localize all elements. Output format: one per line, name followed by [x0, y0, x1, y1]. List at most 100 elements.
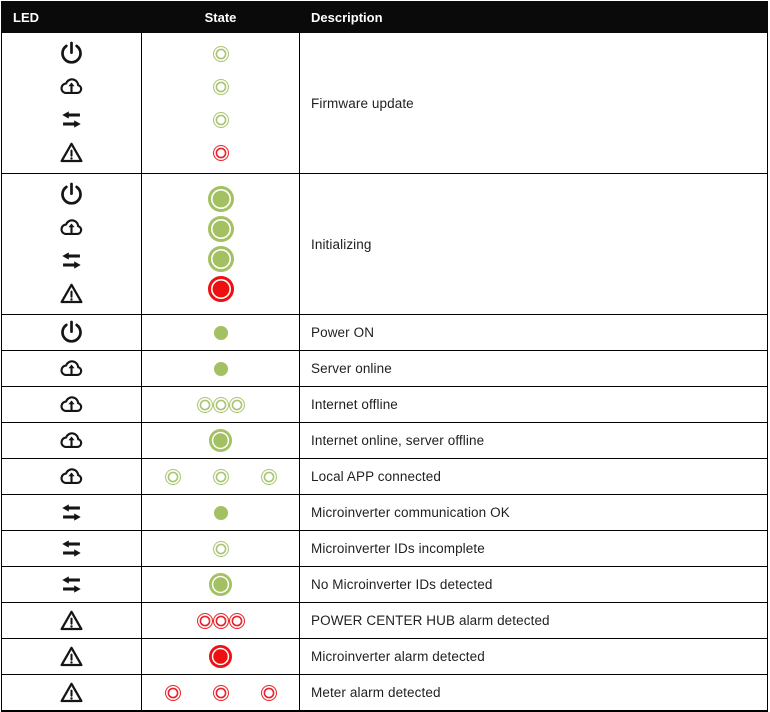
- description-cell: Microinverter communication OK: [299, 494, 768, 531]
- table-row: No Microinverter IDs detected: [1, 566, 768, 603]
- led-state-cell: [141, 32, 300, 174]
- table-row: Microinverter IDs incomplete: [1, 530, 768, 567]
- description-cell: Power ON: [299, 314, 768, 351]
- power-icon: [58, 181, 85, 208]
- table-body: Firmware update Initializing Power ON Serve…: [1, 32, 768, 712]
- led-icon-cell: [1, 32, 142, 174]
- led-indicator-dot: [213, 361, 228, 376]
- led-icon-cell: [1, 422, 142, 459]
- table-row: Firmware update: [1, 32, 768, 174]
- description-cell: Local APP connected: [299, 458, 768, 495]
- description-cell: Microinverter IDs incomplete: [299, 530, 768, 567]
- table-row: POWER CENTER HUB alarm detected: [1, 602, 768, 639]
- header-state: State: [141, 1, 300, 33]
- led-state-cell: [141, 458, 300, 495]
- row-description: Firmware update: [311, 95, 414, 111]
- power-icon: [58, 319, 85, 346]
- led-indicator-solid: [209, 645, 232, 668]
- led-icon-cell: [1, 674, 142, 712]
- led-indicator-dot: [213, 325, 228, 340]
- led-state-cell: [141, 350, 300, 387]
- description-cell: Initializing: [299, 173, 768, 315]
- led-indicator-ring: [228, 612, 245, 629]
- warning-icon: [58, 643, 85, 670]
- table-row: Microinverter communication OK: [1, 494, 768, 531]
- table-row: Microinverter alarm detected: [1, 638, 768, 675]
- led-state-cell: [141, 173, 300, 315]
- led-icon-cell: [1, 350, 142, 387]
- exchange-arrows-icon: [58, 571, 85, 598]
- led-indicator-ring: [196, 612, 213, 629]
- row-description: Initializing: [311, 236, 372, 252]
- led-state-cell: [141, 386, 300, 423]
- power-icon: [58, 40, 85, 67]
- cloud-upload-icon: [58, 427, 85, 454]
- led-indicator-ring: [212, 78, 229, 95]
- row-description: Microinverter communication OK: [311, 505, 510, 520]
- led-indicator-solid: [207, 186, 234, 212]
- led-state-cell: [141, 494, 300, 531]
- led-indicator-solid: [209, 429, 232, 452]
- led-indicator-ring: [164, 468, 181, 485]
- led-indicator-ring: [212, 540, 229, 557]
- table-row: Local APP connected: [1, 458, 768, 495]
- led-icon-cell: [1, 566, 142, 603]
- cloud-upload-icon: [58, 73, 85, 100]
- led-indicator-ring: [212, 144, 229, 161]
- description-cell: No Microinverter IDs detected: [299, 566, 768, 603]
- row-description: Internet offline: [311, 397, 398, 412]
- led-icon-cell: [1, 530, 142, 567]
- led-icon-cell: [1, 494, 142, 531]
- led-icon-cell: [1, 173, 142, 315]
- led-state-cell: [141, 638, 300, 675]
- led-indicator-ring: [260, 468, 277, 485]
- row-description: Microinverter alarm detected: [311, 649, 485, 664]
- header-description: Description: [299, 1, 768, 33]
- led-icon-cell: [1, 638, 142, 675]
- led-indicator-ring: [212, 111, 229, 128]
- led-indicator-solid: [207, 276, 234, 302]
- led-indicator-ring: [228, 396, 245, 413]
- led-icon-cell: [1, 314, 142, 351]
- row-description: Server online: [311, 361, 392, 376]
- table-row: Internet offline: [1, 386, 768, 423]
- cloud-upload-icon: [58, 355, 85, 382]
- description-cell: Microinverter alarm detected: [299, 638, 768, 675]
- led-indicator-ring: [212, 45, 229, 62]
- row-description: Internet online, server offline: [311, 433, 485, 448]
- led-icon-cell: [1, 458, 142, 495]
- row-description: POWER CENTER HUB alarm detected: [311, 613, 550, 628]
- table-row: Power ON: [1, 314, 768, 351]
- led-indicator-ring: [212, 468, 229, 485]
- row-description: Microinverter IDs incomplete: [311, 541, 485, 556]
- table-row: Meter alarm detected: [1, 674, 768, 712]
- description-cell: Firmware update: [299, 32, 768, 174]
- led-icon-cell: [1, 386, 142, 423]
- led-indicator-solid: [209, 573, 232, 596]
- exchange-arrows-icon: [58, 106, 85, 133]
- cloud-upload-icon: [58, 391, 85, 418]
- led-state-cell: [141, 602, 300, 639]
- table-row: Internet online, server offline: [1, 422, 768, 459]
- description-cell: POWER CENTER HUB alarm detected: [299, 602, 768, 639]
- warning-icon: [58, 607, 85, 634]
- led-indicator-ring: [212, 396, 229, 413]
- led-indicator-ring: [212, 612, 229, 629]
- row-description: Power ON: [311, 325, 375, 340]
- warning-icon: [58, 280, 85, 307]
- led-indicator-ring: [196, 396, 213, 413]
- table-row: Initializing: [1, 173, 768, 315]
- table-row: Server online: [1, 350, 768, 387]
- led-indicator-solid: [207, 216, 234, 242]
- led-indicator-ring: [212, 684, 229, 701]
- description-cell: Server online: [299, 350, 768, 387]
- exchange-arrows-icon: [58, 535, 85, 562]
- led-indicator-dot: [213, 505, 228, 520]
- warning-icon: [58, 679, 85, 706]
- description-cell: Meter alarm detected: [299, 674, 768, 712]
- row-description: Meter alarm detected: [311, 685, 441, 700]
- header-led: LED: [1, 1, 142, 33]
- warning-icon: [58, 139, 85, 166]
- exchange-arrows-icon: [58, 247, 85, 274]
